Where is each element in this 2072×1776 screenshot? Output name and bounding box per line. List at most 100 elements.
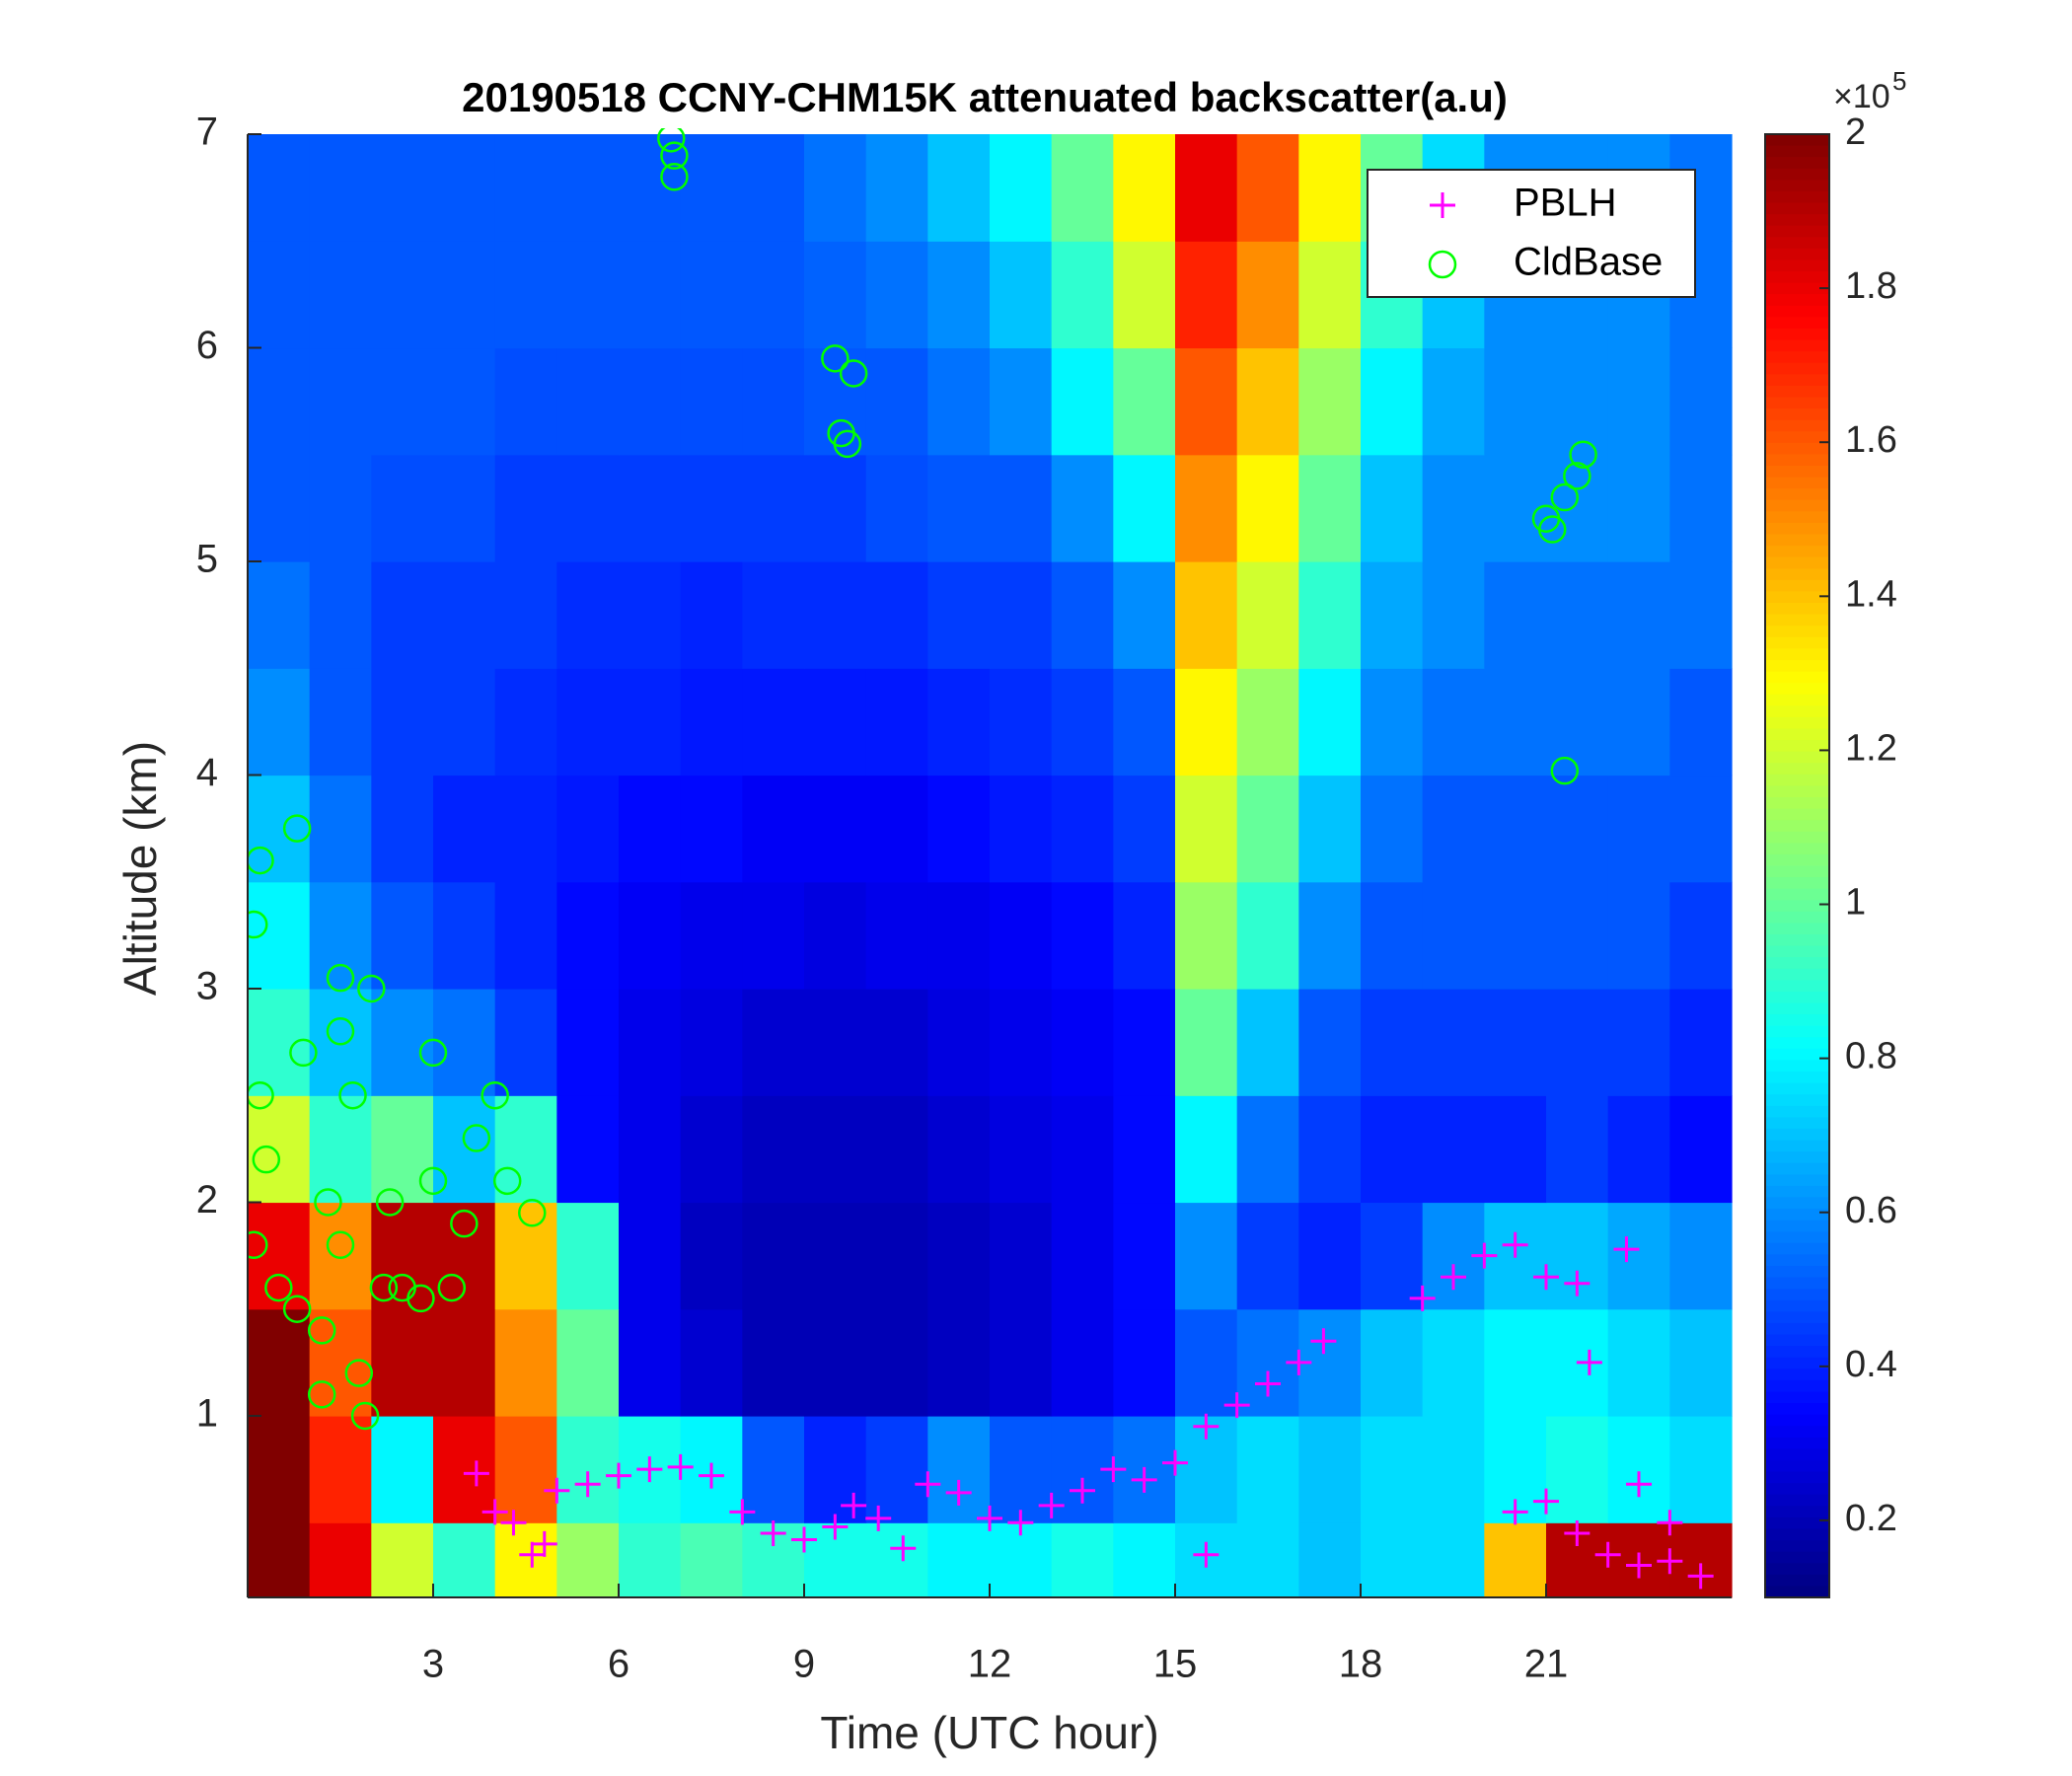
- colorbar-segment: [1765, 1322, 1829, 1336]
- heatmap-cell: [1298, 881, 1362, 990]
- colorbar-tick-label: 0.8: [1845, 1036, 1897, 1077]
- cloud-base-marker: [481, 1080, 509, 1110]
- heatmap-cell: [1669, 347, 1733, 456]
- cloud-base-marker: [450, 1209, 479, 1238]
- heatmap-cell: [494, 134, 557, 242]
- heatmap-cell: [1236, 1522, 1299, 1598]
- heatmap-cell: [1607, 1202, 1670, 1310]
- heatmap-cell: [990, 560, 1053, 669]
- heatmap-cell: [1113, 560, 1176, 669]
- heatmap-cell: [1236, 668, 1299, 777]
- heatmap-cell: [927, 1522, 991, 1598]
- colorbar-segment: [1765, 1072, 1829, 1084]
- cloud-base-marker: [326, 1230, 355, 1260]
- heatmap-cell: [1361, 1095, 1424, 1204]
- x-tick-label: 15: [1153, 1643, 1198, 1686]
- colorbar-segment: [1765, 362, 1829, 376]
- colorbar-segment: [1765, 271, 1829, 284]
- colorbar-segment: [1765, 1231, 1829, 1244]
- pblh-marker: [1070, 1477, 1095, 1504]
- pblh-marker: [519, 1541, 546, 1568]
- heatmap-cell: [1236, 881, 1299, 990]
- heatmap-cell: [371, 347, 434, 456]
- heatmap-cell: [1484, 775, 1547, 883]
- heatmap-cell: [433, 347, 496, 456]
- heatmap-cell: [1484, 881, 1547, 990]
- colorbar-segment: [1765, 374, 1829, 387]
- colorbar-segment: [1765, 923, 1829, 935]
- heatmap-cell: [1422, 775, 1485, 883]
- heatmap: [248, 134, 1733, 1598]
- pblh-marker: [1687, 1563, 1714, 1590]
- colorbar-segment: [1765, 751, 1829, 765]
- heatmap-cell: [1422, 1308, 1485, 1417]
- pblh-marker: [1223, 1392, 1250, 1419]
- heatmap-cell: [494, 775, 557, 883]
- heatmap-cell: [865, 1522, 928, 1598]
- heatmap-cell: [804, 454, 867, 562]
- heatmap-cell: [1298, 1415, 1362, 1523]
- heatmap-cell: [556, 560, 620, 669]
- heatmap-cell: [1422, 1095, 1485, 1204]
- colorbar-segment: [1765, 1540, 1829, 1553]
- heatmap-cell: [371, 454, 434, 562]
- cloud-base-marker: [282, 814, 312, 843]
- x-tick-label: 12: [968, 1643, 1012, 1686]
- heatmap-cell: [433, 668, 496, 777]
- pblh-marker: [1626, 1471, 1652, 1498]
- pblh-marker: [1409, 1285, 1436, 1311]
- x-tick-label: 3: [422, 1643, 444, 1686]
- heatmap-cell: [1051, 1202, 1114, 1310]
- heatmap-cell: [1175, 1095, 1238, 1204]
- heatmap-cell: [742, 881, 805, 990]
- colorbar-segment: [1765, 339, 1829, 352]
- heatmap-cell: [433, 241, 496, 349]
- heatmap-cell: [619, 1095, 682, 1204]
- pblh-marker: [977, 1505, 1002, 1531]
- heatmap-cell: [494, 560, 557, 669]
- heatmap-cell: [865, 775, 928, 883]
- colorbar-segment: [1765, 442, 1829, 456]
- colorbar-segment: [1765, 1289, 1829, 1301]
- heatmap-cell: [804, 1308, 867, 1417]
- colorbar-segment: [1765, 626, 1829, 638]
- colorbar-segment: [1765, 991, 1829, 1004]
- x-tick-label: 18: [1339, 1643, 1383, 1686]
- cloud-base-marker: [518, 1199, 547, 1227]
- colorbar-segment: [1765, 774, 1829, 787]
- y-tick-label: 1: [196, 1392, 218, 1436]
- colorbar-segment: [1765, 659, 1829, 673]
- heatmap-cell: [1422, 347, 1485, 456]
- heatmap-cell: [309, 347, 372, 456]
- cloud-base-marker: [1550, 756, 1580, 785]
- colorbar-segment: [1765, 237, 1829, 250]
- pblh-marker: [1193, 1413, 1220, 1440]
- colorbar-segment: [1765, 477, 1829, 489]
- heatmap-cell: [1484, 1308, 1547, 1417]
- colorbar-segment: [1765, 1414, 1829, 1428]
- pblh-marker: [1471, 1242, 1498, 1269]
- heatmap-cell: [804, 560, 867, 669]
- heatmap-cell: [1236, 241, 1299, 349]
- colorbar-segment: [1765, 225, 1829, 239]
- heatmap-cell: [742, 347, 805, 456]
- colorbar-segment: [1765, 1574, 1829, 1588]
- pblh-marker: [1193, 1541, 1220, 1568]
- heatmap-cell: [309, 134, 372, 242]
- colorbar-segment: [1765, 968, 1829, 982]
- heatmap-cell: [1361, 347, 1424, 456]
- heatmap-cell: [1484, 347, 1547, 456]
- heatmap-cell: [680, 134, 743, 242]
- colorbar-segment: [1765, 168, 1829, 182]
- heatmap-cell: [1236, 134, 1299, 242]
- colorbar-segment: [1765, 1060, 1829, 1073]
- colorbar-segment: [1765, 1517, 1829, 1530]
- colorbar-segment: [1765, 1082, 1829, 1096]
- heatmap-cell: [1051, 1308, 1114, 1417]
- heatmap-cell: [1113, 668, 1176, 777]
- colorbar-segment: [1765, 1471, 1829, 1484]
- heatmap-cell: [1607, 347, 1670, 456]
- colorbar-segment: [1765, 145, 1829, 158]
- heatmap-cell: [1361, 1308, 1424, 1417]
- colorbar-segment: [1765, 1037, 1829, 1050]
